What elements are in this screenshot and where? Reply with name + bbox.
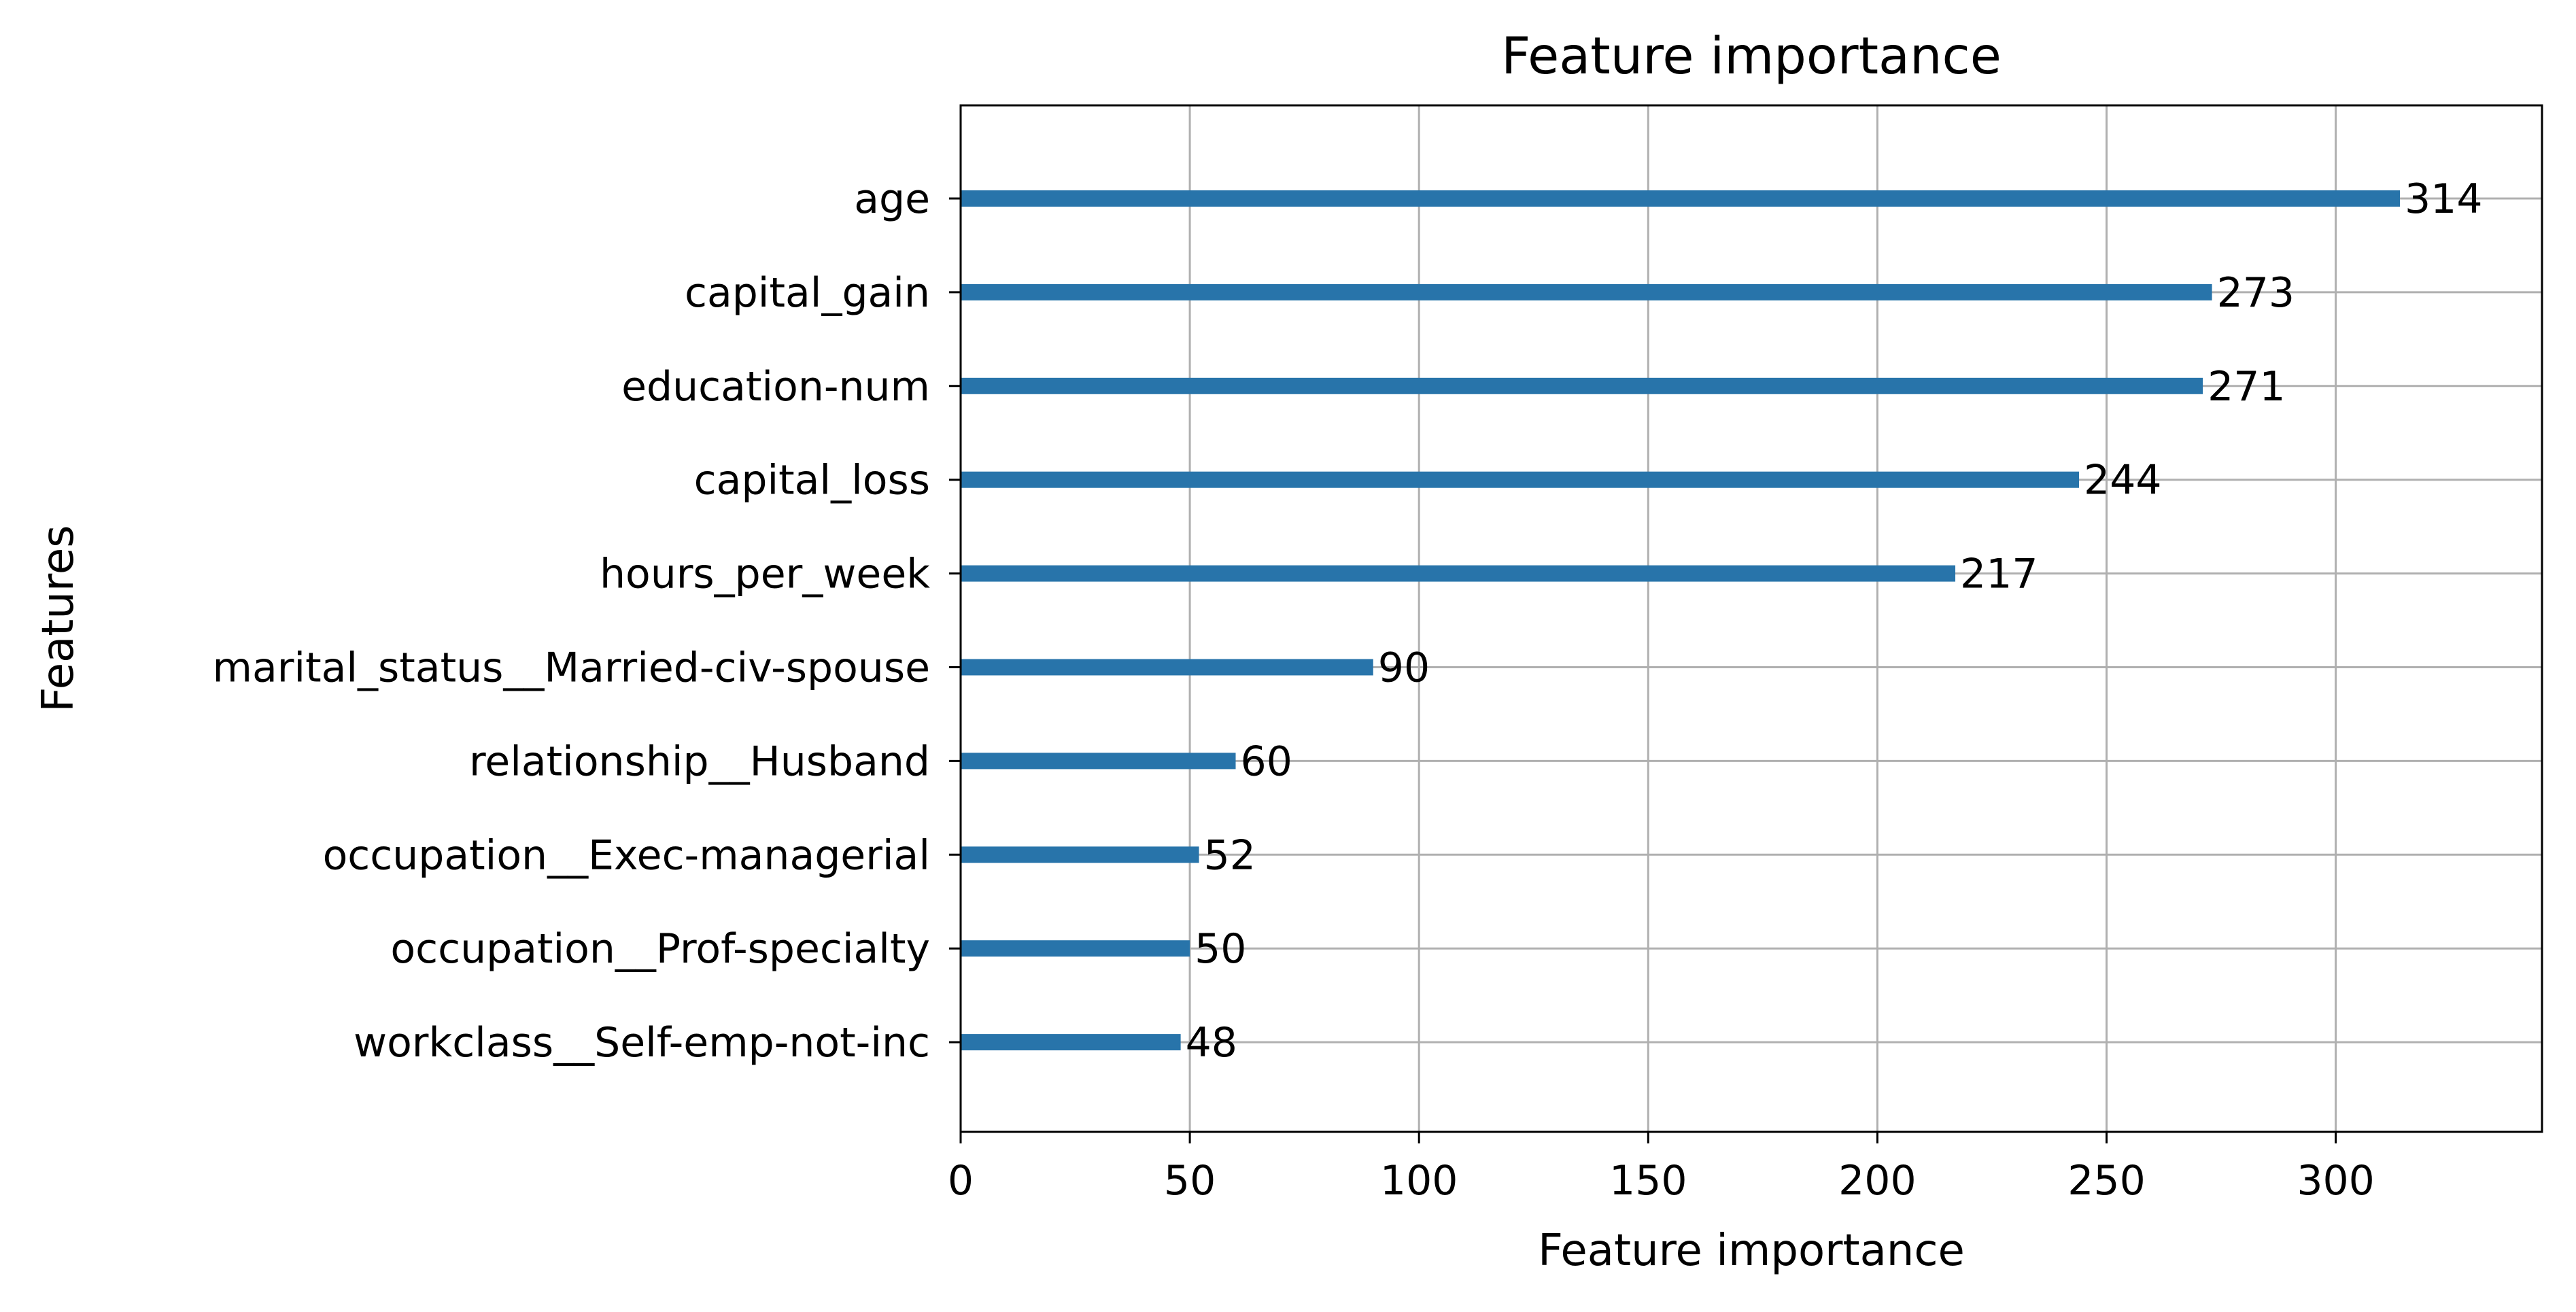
y-tick-label: occupation__Exec-managerial <box>323 831 930 879</box>
x-tick-label: 150 <box>1609 1157 1687 1205</box>
chart-title: Feature importance <box>1501 26 2002 86</box>
x-tick-label: 100 <box>1380 1157 1458 1205</box>
bar-value-label: 314 <box>2405 175 2483 223</box>
tick-layer: 0 50 100 150 200 250 300 <box>948 197 2375 1205</box>
bar-value-label: 90 <box>1378 644 1430 692</box>
bar <box>961 940 1190 957</box>
bar-layer <box>961 190 2400 1051</box>
label-layer: age 314 capital_gain 273 education-num 271 cap… <box>213 175 2483 1067</box>
grid-layer <box>959 105 2542 1132</box>
y-tick-label: marital_status__Married-civ-spouse <box>213 644 930 692</box>
y-tick-label: occupation__Prof-specialty <box>390 925 930 973</box>
x-axis-label: Feature importance <box>1538 1226 1965 1276</box>
x-tick-label: 200 <box>1838 1157 1917 1205</box>
bar <box>961 190 2400 207</box>
bar <box>961 283 2212 300</box>
bar <box>961 846 1199 863</box>
bar-value-label: 217 <box>1960 551 2038 598</box>
x-tick-label: 300 <box>2297 1157 2375 1205</box>
y-tick-label: relationship__Husband <box>469 738 930 785</box>
y-tick-label: capital_loss <box>694 457 930 504</box>
bar-value-label: 273 <box>2217 269 2295 317</box>
bar <box>961 565 1956 582</box>
y-tick-label: hours_per_week <box>600 551 930 598</box>
y-tick-label: workclass__Self-emp-not-inc <box>354 1019 930 1067</box>
bar <box>961 659 1373 676</box>
bar-value-label: 244 <box>2084 457 2162 504</box>
plot-frame <box>959 104 2543 1133</box>
bar-value-label: 271 <box>2208 363 2286 411</box>
bar-value-label: 50 <box>1195 925 1246 973</box>
x-tick-label: 0 <box>948 1157 974 1205</box>
x-tick-label: 50 <box>1164 1157 1216 1205</box>
bar <box>961 377 2203 394</box>
bar <box>961 1034 1181 1051</box>
y-tick-label: education-num <box>621 363 930 411</box>
bar <box>961 753 1236 770</box>
x-tick-label: 250 <box>2067 1157 2146 1205</box>
bar <box>961 471 2080 488</box>
bar-value-label: 60 <box>1241 738 1292 785</box>
y-tick-label: capital_gain <box>685 269 930 317</box>
y-tick-label: age <box>854 175 930 223</box>
y-axis-label: Features <box>33 525 84 712</box>
bar-value-label: 52 <box>1204 831 1256 879</box>
bar-value-label: 48 <box>1186 1019 1237 1067</box>
